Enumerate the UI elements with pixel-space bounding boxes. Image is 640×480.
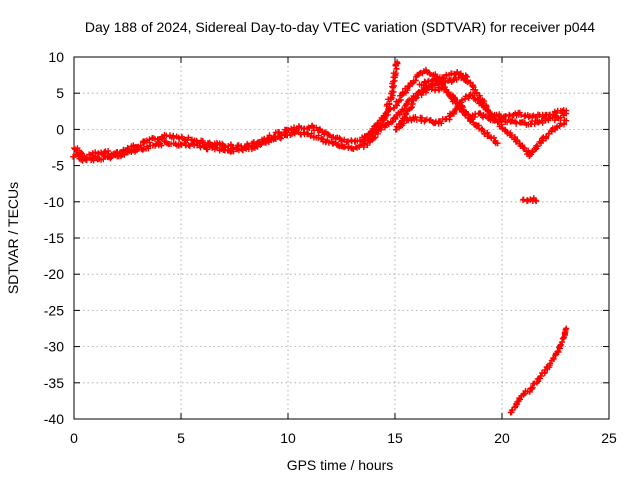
chart-title: Day 188 of 2024, Sidereal Day-to-day VTE… — [85, 19, 595, 35]
series-track-h — [507, 325, 570, 416]
y-axis-label: SDTVAR / TECUs — [5, 182, 21, 294]
y-tick-label: -20 — [44, 266, 64, 282]
axes: 0 5 10 15 20 25 10 5 0 -5 -10 -15 -20 -25 -30 -35 -40 — [44, 49, 617, 446]
y-tick-label: -35 — [44, 375, 64, 391]
data-marks — [70, 59, 570, 416]
x-tick-label: 25 — [601, 430, 617, 446]
series-markers — [507, 325, 570, 416]
y-tick-label: -30 — [44, 339, 64, 355]
y-tick-label: -40 — [44, 411, 64, 427]
x-axis-label: GPS time / hours — [287, 457, 394, 473]
series-markers — [519, 195, 540, 205]
y-tick-label: 5 — [56, 85, 64, 101]
series-markers — [416, 69, 471, 89]
series-markers — [70, 59, 401, 164]
x-tick-label: 5 — [177, 430, 185, 446]
x-tick-label: 10 — [280, 430, 296, 446]
x-tick-label: 15 — [387, 430, 403, 446]
series-track-f — [416, 69, 471, 89]
series-track-b — [70, 59, 401, 164]
series-markers — [392, 91, 570, 133]
x-tick-label: 0 — [70, 430, 78, 446]
y-tick-label: 10 — [48, 49, 64, 65]
y-tick-label: -5 — [52, 158, 65, 174]
series-track-e — [392, 91, 570, 133]
y-tick-label: -25 — [44, 302, 64, 318]
grid — [74, 57, 609, 419]
y-tick-label: -15 — [44, 230, 64, 246]
y-tick-label: -10 — [44, 194, 64, 210]
series-track-g — [519, 195, 540, 205]
y-tick-label: 0 — [56, 121, 64, 137]
x-tick-label: 20 — [494, 430, 510, 446]
